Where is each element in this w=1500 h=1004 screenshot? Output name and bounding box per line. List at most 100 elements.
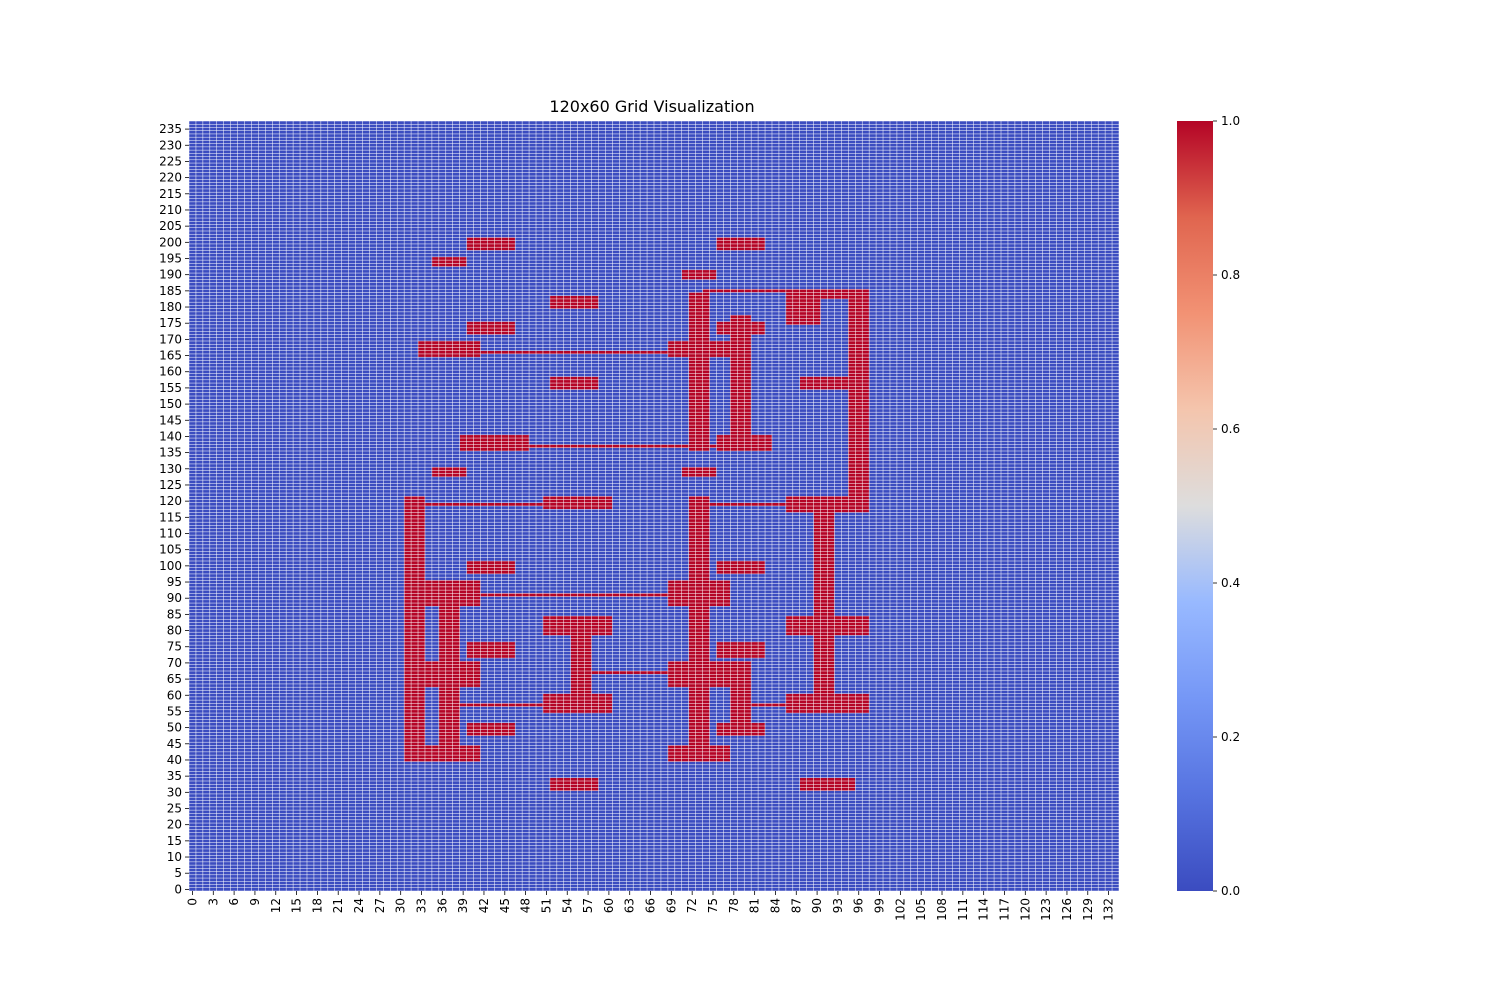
- y-tick-label: 155: [159, 381, 182, 395]
- colorbar-gradient: [1177, 121, 1213, 891]
- heatmap-cell-block: [716, 641, 766, 659]
- x-tick-label: 81: [748, 898, 762, 913]
- y-tick-label: 70: [167, 656, 182, 670]
- x-tick-label: 108: [935, 898, 949, 921]
- x-tick-label: 6: [227, 898, 241, 906]
- y-tick-label: 210: [159, 203, 182, 217]
- x-tick-label: 57: [581, 898, 595, 913]
- x-tick-label: 15: [290, 898, 304, 913]
- x-tick-label: 30: [394, 898, 408, 913]
- x-tick-label: 129: [1081, 898, 1095, 921]
- heatmap-cell-block: [667, 745, 731, 762]
- y-tick-label: 55: [167, 704, 182, 718]
- y-tick-label: 110: [159, 527, 182, 541]
- x-tick-label: 114: [977, 898, 991, 921]
- colorbar-tick-label: 0.2: [1221, 730, 1240, 744]
- x-tick-label: 27: [373, 898, 387, 913]
- y-tick-label: 180: [159, 300, 182, 314]
- x-tick-label: 93: [831, 898, 845, 913]
- x-tick-label: 117: [997, 898, 1011, 921]
- heatmap-cell-block: [466, 641, 516, 659]
- x-tick-label: 21: [331, 898, 345, 913]
- y-tick-label: 25: [167, 802, 182, 816]
- y-tick-label: 205: [159, 219, 182, 233]
- y-tick-label: 120: [159, 494, 182, 508]
- x-tick-label: 12: [269, 898, 283, 913]
- y-tick-label: 175: [159, 316, 182, 330]
- x-tick-label: 126: [1060, 898, 1074, 921]
- y-tick-label: 10: [167, 850, 182, 864]
- y-tick-label: 185: [159, 284, 182, 298]
- x-tick-label: 96: [852, 898, 866, 913]
- y-tick-label: 200: [159, 235, 182, 249]
- x-tick-label: 63: [623, 898, 637, 913]
- y-tick-label: 90: [167, 591, 182, 605]
- x-tick-label: 84: [768, 898, 782, 913]
- x-tick-label: 120: [1018, 898, 1032, 921]
- y-tick-label: 160: [159, 365, 182, 379]
- y-tick-label: 140: [159, 429, 182, 443]
- colorbar-tick-label: 0.8: [1221, 268, 1240, 282]
- heatmap-cell-block: [584, 671, 675, 675]
- chart-title: 120x60 Grid Visualization: [549, 97, 754, 116]
- heatmap-cell-block: [418, 341, 481, 358]
- y-axis: 0 5 10 15 20 25 30 35 40 45 50 55 60 65 70 75 80 85 90 95 10…: [159, 122, 189, 896]
- y-tick-label: 85: [167, 607, 182, 621]
- x-tick-label: 36: [435, 898, 449, 913]
- heatmap-cell-block: [404, 745, 481, 762]
- y-tick-label: 40: [167, 753, 182, 767]
- y-tick-label: 105: [159, 543, 182, 557]
- y-tick-label: 165: [159, 349, 182, 363]
- x-tick-label: 39: [456, 898, 470, 913]
- y-tick-label: 100: [159, 559, 182, 573]
- colorbar-tick-label: 1.0: [1221, 114, 1240, 128]
- colorbar-tick-label: 0.0: [1221, 884, 1240, 898]
- y-tick-label: 125: [159, 478, 182, 492]
- y-tick-label: 60: [167, 688, 182, 702]
- y-tick-label: 225: [159, 154, 182, 168]
- x-tick-label: 51: [539, 898, 553, 913]
- x-tick-label: 33: [415, 898, 429, 913]
- y-tick-label: 195: [159, 252, 182, 266]
- heatmap-cell-block: [744, 703, 793, 707]
- y-tick-label: 30: [167, 785, 182, 799]
- heatmap-plot-area: [188, 120, 1120, 892]
- x-tick-label: 132: [1102, 898, 1116, 921]
- colorbar-ticks: 0.0 0.2 0.4 0.6 0.8 1.0: [1213, 114, 1240, 898]
- x-tick-label: 9: [248, 898, 262, 906]
- x-tick-label: 99: [873, 898, 887, 913]
- y-tick-label: 95: [167, 575, 182, 589]
- y-tick-label: 5: [174, 866, 182, 880]
- heatmap-cell-block: [473, 593, 675, 597]
- heatmap-cell-block: [730, 661, 752, 736]
- x-tick-label: 0: [185, 898, 199, 906]
- x-tick-label: 78: [727, 898, 741, 913]
- heatmap-cell-block: [813, 496, 835, 714]
- y-tick-label: 35: [167, 769, 182, 783]
- y-tick-label: 215: [159, 187, 182, 201]
- x-tick-label: 87: [789, 898, 803, 913]
- heatmap-cell-grid: [188, 120, 1120, 892]
- y-tick-label: 170: [159, 332, 182, 346]
- y-tick-label: 75: [167, 640, 182, 654]
- heatmap-cell-block: [688, 292, 710, 451]
- x-tick-label: 48: [519, 898, 533, 913]
- x-tick-label: 42: [477, 898, 491, 913]
- x-tick-label: 75: [706, 898, 720, 913]
- x-tick-label: 24: [352, 898, 366, 913]
- x-tick-label: 3: [206, 898, 220, 906]
- x-tick-label: 66: [644, 898, 658, 913]
- heatmap-cell-block: [681, 269, 717, 280]
- y-tick-label: 130: [159, 462, 182, 476]
- y-tick-label: 65: [167, 672, 182, 686]
- y-tick-label: 150: [159, 397, 182, 411]
- colorbar-tick-label: 0.6: [1221, 422, 1240, 436]
- x-tick-label: 60: [602, 898, 616, 913]
- x-tick-label: 54: [560, 898, 574, 913]
- heatmap-cell-block: [473, 350, 675, 354]
- y-tick-label: 135: [159, 446, 182, 460]
- x-axis: 0 3 6 9 12 15 18 21 24 27 30 33 36 39 42 45 48 51 54 57 60 63…: [185, 891, 1116, 921]
- x-tick-label: 102: [893, 898, 907, 921]
